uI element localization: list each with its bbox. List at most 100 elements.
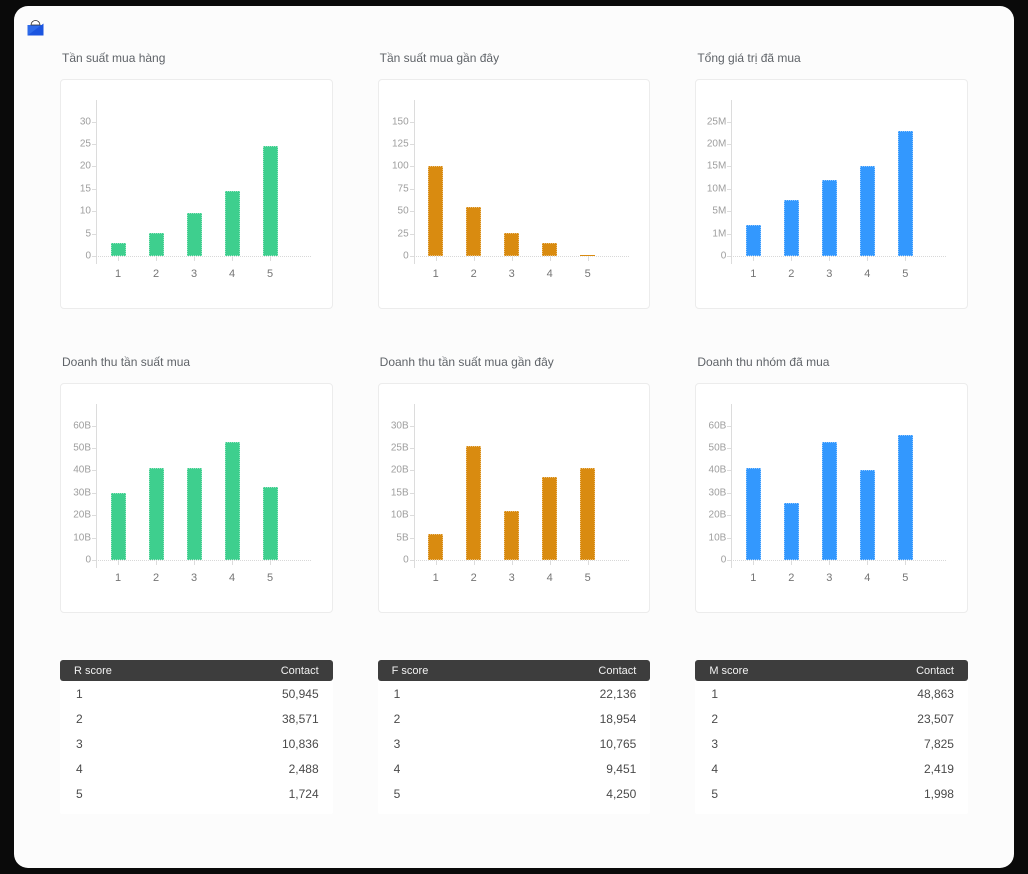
chart-title: Tổng giá trị đã mua	[697, 51, 801, 65]
table-header-row: M score Contact	[695, 660, 968, 681]
y-tick-mark	[727, 188, 732, 190]
app-window: Tần suất mua hàng 0 5 10 15 20 25 30 1 2 3 4 5 Tần su…	[14, 6, 1014, 868]
score-table-wrap: F score Contact 1 22,136 2 18,954 3 10,765 4 9,45…	[377, 660, 651, 814]
x-tick-label: 4	[546, 572, 553, 584]
table-cell: 50,945	[196, 681, 333, 706]
bar[interactable]	[859, 166, 875, 256]
bar[interactable]	[466, 445, 482, 560]
y-tick-label: 0	[85, 554, 91, 566]
y-tick-mark	[92, 560, 96, 561]
bar[interactable]	[148, 468, 164, 560]
y-tick-label: 20	[79, 160, 91, 172]
bar[interactable]	[897, 130, 913, 256]
y-tick-label: 100	[391, 160, 409, 172]
bar-chart-3: 0 1M 5M 10M 15M 20M 25M 1 2 3 4 5	[695, 79, 968, 309]
x-tick-mark	[194, 560, 195, 565]
bar[interactable]	[148, 232, 164, 256]
x-tick-label: 5	[584, 572, 591, 584]
y-tick-mark	[92, 256, 96, 257]
y-tick-mark	[409, 121, 414, 123]
bar[interactable]	[580, 468, 596, 560]
bar[interactable]	[745, 224, 761, 256]
x-tick-label: 2	[788, 572, 795, 584]
y-tick-mark	[409, 492, 414, 494]
table-cell: 9,451	[512, 756, 651, 781]
x-tick-mark	[473, 560, 475, 565]
bar[interactable]	[110, 492, 126, 560]
chart-block-2: Tần suất mua gần đây 0 25 50 75 100 125 150 1 2 3 4…	[377, 44, 651, 309]
y-tick-mark	[92, 121, 96, 123]
y-tick-mark	[727, 470, 732, 472]
bar[interactable]	[783, 199, 799, 256]
bar[interactable]	[821, 442, 837, 560]
y-tick-label: 50	[397, 205, 409, 217]
bar[interactable]	[783, 502, 799, 560]
open-mail-icon[interactable]	[26, 18, 45, 37]
x-tick-label: 3	[508, 268, 515, 280]
x-tick-label: 5	[266, 572, 274, 584]
y-tick-mark	[92, 144, 96, 145]
bar[interactable]	[542, 476, 558, 560]
table-header-cell: Contact	[196, 660, 333, 681]
bar[interactable]	[428, 166, 444, 256]
bar[interactable]	[466, 206, 482, 256]
bar[interactable]	[542, 242, 558, 256]
x-tick-label: 1	[432, 572, 439, 584]
y-tick-mark	[409, 515, 414, 517]
y-axis	[96, 404, 97, 568]
table-cell: 4,250	[512, 781, 651, 806]
y-tick-mark	[409, 144, 414, 145]
y-tick-label: 30B	[73, 487, 91, 499]
x-tick-label: 5	[584, 268, 591, 280]
tables-row: R score Contact 1 50,945 2 38,571 3 10,836 4 2,48…	[60, 660, 968, 814]
y-tick-mark	[92, 188, 96, 190]
bar[interactable]	[504, 510, 520, 560]
bar[interactable]	[224, 191, 240, 256]
table-header-cell: Contact	[512, 660, 651, 681]
bar[interactable]	[859, 470, 875, 560]
chart-block-1: Tần suất mua hàng 0 5 10 15 20 25 30 1 2 3 4 5	[60, 44, 333, 309]
score-table: F score Contact 1 22,136 2 18,954 3 10,765 4 9,45…	[377, 660, 651, 806]
bar-chart-1: 0 5 10 15 20 25 30 1 2 3 4 5	[60, 79, 333, 309]
table-header-cell: R score	[60, 660, 197, 681]
dashboard-content: Tần suất mua hàng 0 5 10 15 20 25 30 1 2 3 4 5 Tần su…	[14, 44, 1014, 814]
bar[interactable]	[428, 534, 444, 560]
x-tick-mark	[867, 560, 869, 565]
bar[interactable]	[504, 232, 520, 256]
table-header-row: F score Contact	[377, 660, 651, 681]
bar[interactable]	[580, 255, 596, 256]
bar[interactable]	[821, 179, 837, 256]
y-tick-label: 150	[391, 116, 409, 128]
x-tick-label: 5	[902, 268, 909, 280]
y-tick-label: 20B	[708, 509, 727, 521]
bar[interactable]	[262, 487, 278, 560]
bar[interactable]	[224, 442, 240, 560]
y-tick-mark	[727, 515, 732, 517]
x-tick-label: 5	[902, 572, 909, 584]
table-cell: 2	[695, 706, 833, 731]
bar[interactable]	[745, 468, 761, 560]
chart-title: Tần suất mua gần đây	[379, 51, 500, 65]
y-tick-label: 30B	[708, 487, 727, 499]
y-tick-label: 10B	[73, 532, 91, 544]
table-cell: 5	[60, 781, 197, 806]
y-tick-mark	[409, 256, 414, 257]
table-row: 1 22,136	[377, 681, 651, 706]
bar-chart-5: 0 5B 10B 15B 20B 25B 30B 1 2 3 4 5	[377, 383, 651, 613]
table-row: 5 1,998	[695, 781, 968, 806]
y-tick-label: 1M	[712, 228, 727, 240]
table-cell: 22,136	[512, 681, 651, 706]
bar[interactable]	[897, 434, 913, 560]
table-cell: 1,998	[832, 781, 968, 806]
table-cell: 3	[695, 731, 833, 756]
bar[interactable]	[186, 213, 202, 256]
bar[interactable]	[110, 242, 126, 256]
bar[interactable]	[262, 146, 278, 256]
y-axis	[731, 100, 733, 264]
table-cell: 2,419	[832, 756, 968, 781]
y-tick-label: 0	[720, 250, 727, 262]
y-tick-label: 5	[85, 228, 91, 240]
table-cell: 4	[60, 756, 197, 781]
bar[interactable]	[186, 468, 202, 560]
topbar	[14, 6, 1014, 44]
